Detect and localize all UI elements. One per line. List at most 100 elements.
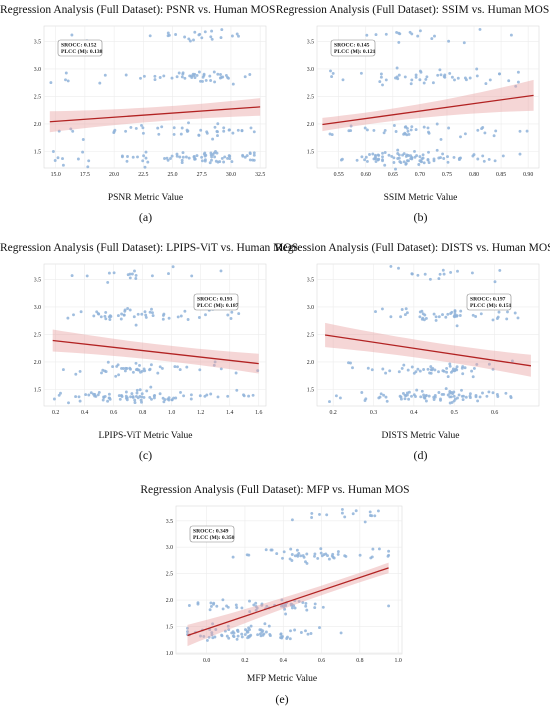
data-point bbox=[461, 365, 465, 369]
data-point bbox=[501, 154, 505, 158]
data-point bbox=[449, 370, 453, 374]
data-point bbox=[209, 151, 213, 155]
data-point bbox=[443, 73, 447, 77]
data-point bbox=[213, 80, 217, 84]
data-point bbox=[269, 548, 273, 552]
data-point bbox=[179, 390, 182, 394]
data-point bbox=[525, 129, 529, 133]
data-point bbox=[143, 310, 147, 314]
data-point bbox=[199, 79, 202, 83]
data-point bbox=[198, 394, 202, 398]
data-point bbox=[498, 72, 501, 76]
data-point bbox=[297, 599, 301, 603]
data-point bbox=[188, 74, 192, 78]
data-point bbox=[61, 157, 64, 161]
data-point bbox=[505, 317, 509, 321]
data-point bbox=[453, 78, 456, 82]
data-point bbox=[134, 361, 138, 365]
data-point bbox=[134, 126, 138, 130]
data-point bbox=[468, 76, 472, 80]
data-point bbox=[204, 313, 207, 317]
data-point bbox=[227, 128, 231, 132]
data-point bbox=[456, 269, 459, 273]
data-point bbox=[365, 128, 369, 132]
data-point bbox=[331, 555, 335, 559]
data-point bbox=[460, 394, 464, 398]
data-point bbox=[170, 154, 174, 158]
data-point bbox=[449, 270, 453, 274]
data-point bbox=[409, 154, 413, 158]
data-point bbox=[366, 366, 370, 370]
data-point bbox=[56, 156, 60, 160]
data-point bbox=[390, 154, 394, 158]
data-point bbox=[397, 73, 401, 77]
data-point bbox=[394, 130, 398, 133]
data-point bbox=[506, 310, 509, 314]
data-point bbox=[464, 395, 468, 399]
data-point bbox=[114, 374, 118, 378]
data-point bbox=[381, 151, 384, 155]
data-point bbox=[374, 160, 378, 163]
x-axis-label: SSIM Metric Value bbox=[383, 193, 458, 203]
data-point bbox=[504, 391, 508, 395]
data-point bbox=[231, 131, 235, 135]
data-point bbox=[81, 138, 85, 141]
data-point bbox=[281, 556, 284, 560]
x-tick-label: 1.6 bbox=[255, 410, 262, 416]
data-point bbox=[448, 364, 452, 368]
x-axis-label: DISTS Metric Value bbox=[381, 431, 460, 441]
x-tick-label: 22.5 bbox=[138, 172, 148, 178]
data-point bbox=[103, 73, 107, 77]
data-point bbox=[216, 122, 220, 126]
data-point bbox=[365, 33, 369, 37]
data-point bbox=[443, 75, 447, 79]
y-tick-label: 2.5 bbox=[307, 94, 314, 100]
data-point bbox=[185, 365, 189, 369]
data-point bbox=[398, 32, 402, 36]
data-point bbox=[441, 313, 444, 317]
data-point bbox=[339, 631, 343, 635]
data-point bbox=[131, 395, 135, 399]
data-point bbox=[141, 131, 145, 135]
data-point bbox=[448, 401, 452, 405]
data-point bbox=[203, 154, 207, 158]
data-point bbox=[208, 161, 212, 165]
data-point bbox=[104, 370, 108, 374]
data-point bbox=[403, 132, 407, 136]
data-point bbox=[191, 72, 195, 76]
data-point bbox=[123, 369, 127, 373]
data-point bbox=[392, 161, 396, 164]
x-tick-label: 0.55 bbox=[334, 172, 344, 178]
data-point bbox=[404, 307, 408, 311]
data-point bbox=[148, 310, 152, 314]
x-tick-label: 1.2 bbox=[197, 410, 204, 416]
data-point bbox=[170, 398, 174, 402]
data-point bbox=[377, 396, 381, 400]
data-point bbox=[397, 266, 400, 270]
data-point bbox=[376, 153, 380, 157]
data-point bbox=[384, 371, 388, 375]
data-point bbox=[322, 553, 326, 557]
data-point bbox=[235, 32, 239, 36]
data-point bbox=[85, 274, 89, 278]
data-point bbox=[445, 366, 449, 370]
data-point bbox=[326, 554, 329, 558]
data-point bbox=[177, 71, 181, 75]
data-point bbox=[374, 33, 378, 37]
data-point bbox=[428, 277, 432, 281]
stats-box bbox=[330, 39, 376, 57]
data-point bbox=[327, 557, 331, 561]
data-point bbox=[226, 313, 230, 317]
data-point bbox=[319, 551, 323, 555]
data-point bbox=[179, 314, 183, 318]
data-point bbox=[264, 630, 268, 634]
data-point bbox=[167, 398, 171, 402]
data-point bbox=[289, 547, 293, 551]
x-tick-label: 1.0 bbox=[168, 410, 175, 416]
data-point bbox=[370, 555, 374, 559]
x-tick-label: 0.90 bbox=[523, 172, 533, 178]
data-point bbox=[198, 368, 202, 372]
regression-line bbox=[324, 334, 532, 367]
data-point bbox=[181, 72, 185, 76]
data-point bbox=[518, 152, 522, 156]
